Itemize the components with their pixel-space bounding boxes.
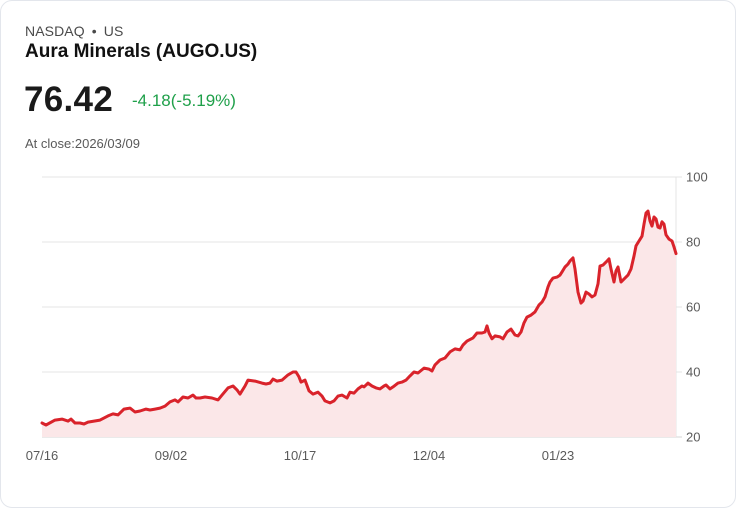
close-date: At close:2026/03/09 — [25, 136, 140, 151]
y-tick-label: 60 — [686, 300, 700, 315]
y-tick-label: 40 — [686, 365, 700, 380]
separator-dot: • — [91, 23, 97, 39]
x-tick-label: 07/16 — [26, 448, 59, 463]
x-tick-label: 01/23 — [542, 448, 575, 463]
country-code: US — [103, 23, 124, 39]
exchange-label: NASDAQ • US — [25, 23, 123, 39]
price-line — [40, 209, 678, 427]
x-axis-ticks: 07/16 09/02 10/17 12/04 01/23 — [26, 448, 575, 463]
stock-title: Aura Minerals (AUGO.US) — [25, 41, 258, 62]
exchange-name: NASDAQ — [25, 23, 85, 39]
y-tick-label: 80 — [686, 235, 700, 250]
price-change: -4.18(-5.19%) — [132, 91, 236, 110]
y-tick-label: 100 — [686, 170, 708, 185]
last-price: 76.42 — [24, 80, 114, 119]
x-tick-label: 12/04 — [413, 448, 446, 463]
y-axis-ticks: 100 80 60 40 20 — [686, 170, 708, 445]
x-tick-label: 10/17 — [284, 448, 317, 463]
price-area-fill — [42, 211, 676, 437]
x-tick-label: 09/02 — [155, 448, 188, 463]
y-tick-label: 20 — [686, 430, 700, 445]
